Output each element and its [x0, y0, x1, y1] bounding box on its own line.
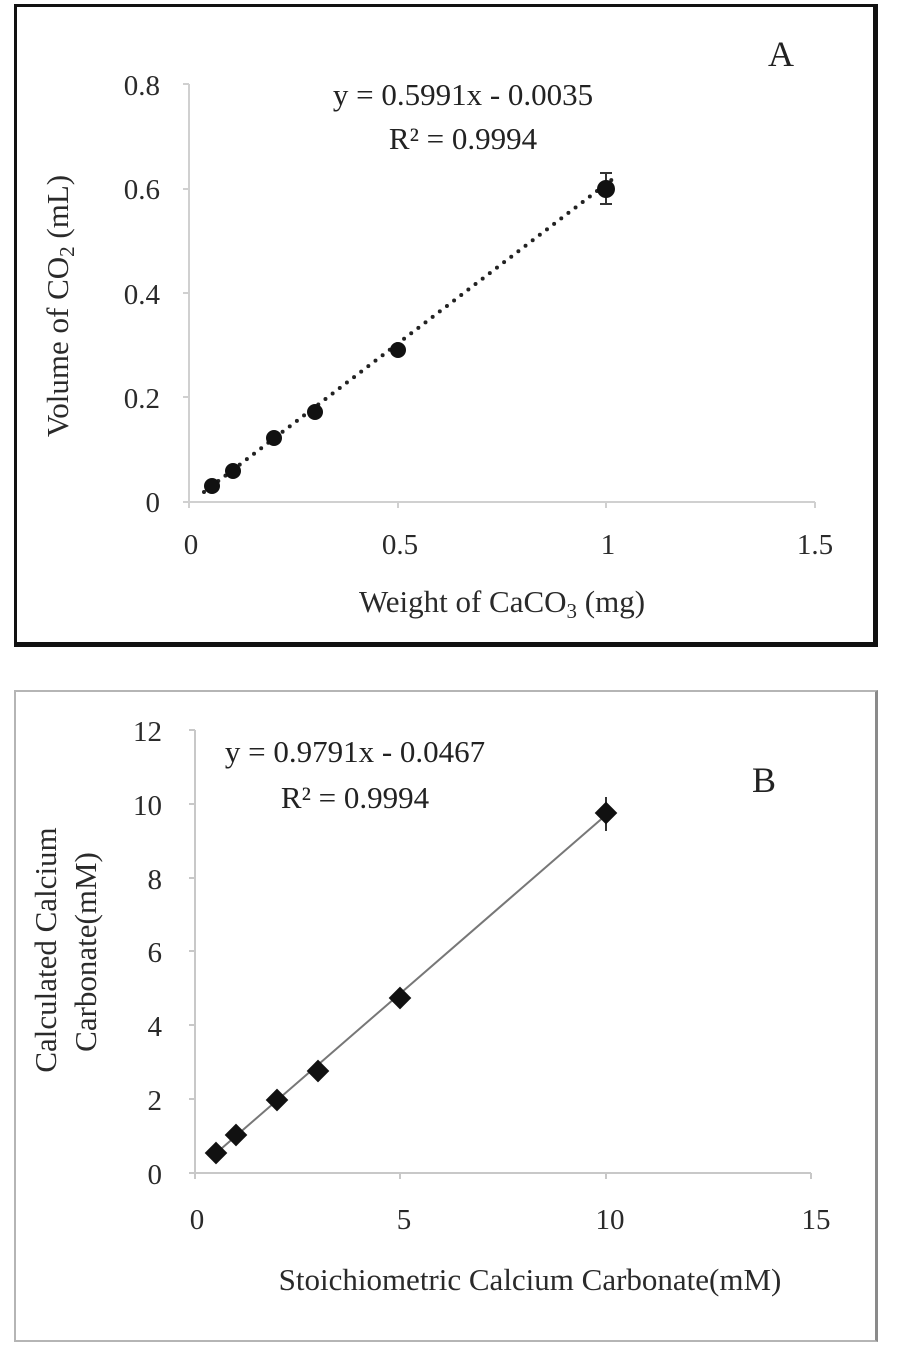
- y-axis-title-b-line2: Carbonate(mM): [68, 852, 103, 1052]
- svg-text:10: 10: [133, 790, 162, 822]
- y-tick-labels-b: 0 2 4 6 8 10 12: [133, 716, 163, 1191]
- x-axis-title-a: Weight of CaCO3 (mg): [359, 584, 645, 623]
- svg-text:0: 0: [190, 1204, 205, 1236]
- svg-text:0.5: 0.5: [382, 529, 418, 561]
- svg-text:0: 0: [184, 529, 199, 561]
- chart-b: B 0 2 4 6 8 10 12 0: [28, 716, 831, 1297]
- x-axis-title-b: Stoichiometric Calcium Carbonate(mM): [279, 1262, 782, 1297]
- svg-text:15: 15: [802, 1204, 831, 1236]
- r-squared-a: R² = 0.9994: [389, 121, 538, 156]
- svg-text:0.6: 0.6: [124, 174, 160, 206]
- panel-label-a: A: [768, 34, 794, 74]
- svg-text:4: 4: [148, 1011, 163, 1043]
- panel-label-b: B: [752, 760, 776, 800]
- svg-text:5: 5: [397, 1204, 412, 1236]
- svg-text:0.2: 0.2: [124, 383, 160, 415]
- svg-text:12: 12: [133, 716, 162, 748]
- svg-text:0.8: 0.8: [124, 70, 160, 102]
- y-tick-labels-a: 0 0.2 0.4 0.6 0.8: [124, 70, 161, 519]
- r-squared-b: R² = 0.9994: [281, 780, 430, 815]
- axes-a: [183, 83, 816, 508]
- y-axis-title-b-line1: Calculated Calcium: [28, 827, 63, 1072]
- x-tick-labels-b: 0 5 10 15: [190, 1204, 831, 1236]
- svg-text:2: 2: [148, 1085, 163, 1117]
- svg-text:0: 0: [146, 487, 161, 519]
- data-points-a: [204, 180, 615, 494]
- svg-text:0: 0: [148, 1159, 163, 1191]
- svg-text:1: 1: [601, 529, 616, 561]
- x-tick-labels-a: 0 0.5 1 1.5: [184, 529, 833, 561]
- axes-b: [189, 729, 812, 1179]
- chart-panel-b: [14, 690, 878, 1342]
- trendline-a: [202, 176, 616, 494]
- svg-text:0.4: 0.4: [124, 279, 161, 311]
- svg-text:1.5: 1.5: [797, 529, 833, 561]
- trendline-equation-b: y = 0.9791x - 0.0467: [225, 734, 485, 769]
- chart-panel-a: [14, 4, 878, 647]
- svg-text:8: 8: [148, 864, 163, 896]
- y-axis-title-a: Volume of CO2 (mL): [40, 175, 79, 437]
- trendline-equation-a: y = 0.5991x - 0.0035: [333, 77, 593, 112]
- svg-text:10: 10: [596, 1204, 625, 1236]
- chart-a: A 0 0.2 0.4 0.6 0.8 0 0.5: [40, 34, 833, 623]
- svg-text:6: 6: [148, 937, 163, 969]
